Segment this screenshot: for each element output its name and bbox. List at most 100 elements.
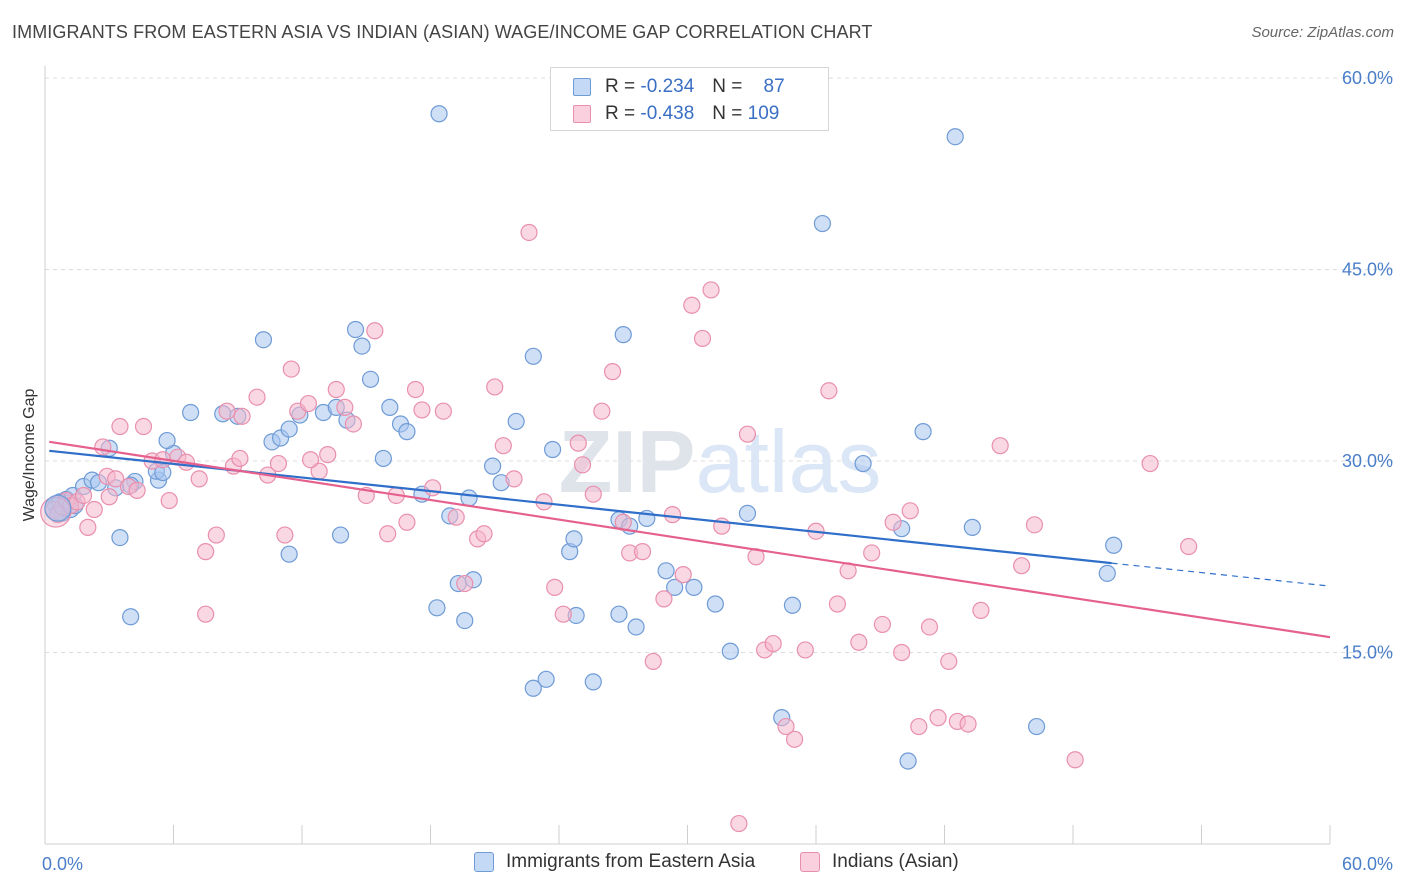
point-indians-34 — [319, 446, 337, 464]
legend-row-indians: R = -0.438 N = 109 — [573, 101, 779, 127]
point-indians-47 — [447, 508, 465, 526]
point-indians-36 — [336, 398, 354, 416]
legend-r-value: -0.438 — [640, 103, 695, 124]
point-indians-56 — [546, 578, 564, 596]
point-indians-105 — [301, 451, 320, 469]
point-indians-71 — [693, 329, 712, 348]
bottom-legend-swatch-indians — [800, 852, 820, 872]
point-indians-37 — [344, 415, 362, 433]
y-tick-label: 45.0% — [1342, 260, 1393, 280]
point-indians-61 — [593, 402, 611, 420]
y-tick-label: 60.0% — [1342, 68, 1393, 88]
point-eastern-asia-70 — [280, 545, 298, 563]
point-eastern-asia-72 — [374, 449, 392, 468]
point-indians-68 — [663, 506, 682, 524]
point-eastern-asia-80 — [584, 673, 602, 691]
point-indians-78 — [764, 634, 782, 653]
legend-n-value: 109 — [747, 103, 780, 124]
point-indians-32 — [299, 394, 318, 413]
point-indians-84 — [828, 595, 847, 613]
point-indians-30 — [282, 360, 300, 378]
bottom-legend-label: Immigrants from Eastern Asia — [506, 851, 756, 872]
point-eastern-asia-54 — [706, 595, 724, 613]
legend-r-value: -0.234 — [640, 76, 695, 97]
point-indians-53 — [505, 470, 523, 488]
y-axis-label: Wage/Income Gap — [21, 389, 38, 522]
point-eastern-asia-37 — [398, 423, 416, 441]
trend-line-indians — [49, 440, 1331, 639]
point-indians-57 — [554, 605, 572, 623]
point-indians-26 — [233, 407, 251, 425]
point-indians-103 — [1141, 454, 1159, 473]
point-indians-11 — [107, 470, 125, 488]
legend-r-label: R = — [605, 103, 636, 124]
chart-title: IMMIGRANTS FROM EASTERN ASIA VS INDIAN (… — [12, 22, 873, 42]
tick-labels: 15.0% 30.0% 45.0% 60.0% 0.0% 60.0% — [42, 68, 1393, 874]
point-indians-54 — [520, 223, 538, 242]
x-tick-label: 0.0% — [42, 854, 83, 874]
point-eastern-asia-27 — [280, 420, 298, 438]
point-indians-66 — [644, 652, 662, 671]
point-eastern-asia-32 — [346, 320, 365, 339]
point-eastern-asia-34 — [361, 370, 380, 388]
point-indians-91 — [901, 502, 919, 520]
point-indians-109 — [100, 488, 118, 506]
point-indians-44 — [413, 401, 431, 419]
point-indians-100 — [1012, 557, 1031, 575]
point-eastern-asia-43 — [507, 412, 525, 431]
point-indians-8 — [85, 500, 103, 519]
stats-legend: R = -0.234 N = 87 R = -0.438 N = 109 — [550, 67, 829, 131]
point-indians-12 — [111, 417, 129, 436]
point-eastern-asia-53 — [666, 578, 684, 596]
legend-swatch-indians — [573, 105, 591, 123]
point-indians-93 — [920, 618, 939, 636]
point-eastern-asia-21 — [182, 403, 200, 422]
point-indians-42 — [398, 513, 416, 531]
y-tick-label: 15.0% — [1342, 643, 1393, 663]
point-indians-67 — [655, 590, 673, 608]
point-eastern-asia-71 — [331, 526, 350, 544]
point-indians-106 — [197, 605, 215, 623]
point-eastern-asia-66 — [1027, 717, 1046, 736]
point-indians-43 — [406, 380, 425, 399]
y-tick-label: 30.0% — [1342, 451, 1393, 471]
point-indians-45 — [424, 479, 442, 497]
point-indians-108 — [231, 449, 249, 468]
legend-swatch-eastern-asia — [573, 78, 591, 96]
point-indians-22 — [197, 543, 215, 561]
point-indians-24 — [218, 402, 236, 420]
point-eastern-asia-40 — [460, 489, 478, 507]
grid — [45, 77, 1393, 653]
cluster-eastern-asia — [44, 494, 72, 522]
point-indians-72 — [702, 281, 720, 299]
point-indians-60 — [584, 485, 602, 503]
point-indians-79 — [777, 717, 795, 736]
point-indians-101 — [1025, 516, 1044, 534]
point-eastern-asia-56 — [738, 504, 757, 522]
point-eastern-asia-44 — [524, 347, 542, 365]
point-indians-59 — [573, 456, 592, 474]
legend-n-label: N = — [712, 76, 743, 97]
point-eastern-asia-78 — [537, 670, 555, 688]
point-indians-35 — [327, 380, 345, 399]
point-eastern-asia-86 — [158, 431, 176, 450]
point-indians-23 — [207, 526, 225, 544]
point-indians-62 — [603, 363, 622, 381]
point-indians-14 — [128, 481, 146, 499]
point-indians-51 — [486, 378, 504, 396]
point-eastern-asia-67 — [1105, 536, 1123, 554]
point-indians-50 — [475, 525, 493, 543]
point-indians-21 — [190, 470, 208, 488]
legend-row-eastern-asia: R = -0.234 N = 87 — [573, 74, 785, 100]
point-eastern-asia-35 — [381, 398, 399, 416]
point-indians-95 — [940, 652, 958, 671]
watermark: ZIPatlas — [559, 412, 882, 511]
point-eastern-asia-45 — [543, 440, 562, 459]
point-indians-48 — [456, 574, 474, 593]
point-indians-94 — [929, 709, 947, 727]
point-indians-97 — [959, 715, 977, 733]
point-indians-9 — [94, 438, 112, 456]
chart-source: Source: ZipAtlas.com — [1251, 24, 1394, 41]
point-indians-70 — [683, 296, 701, 314]
